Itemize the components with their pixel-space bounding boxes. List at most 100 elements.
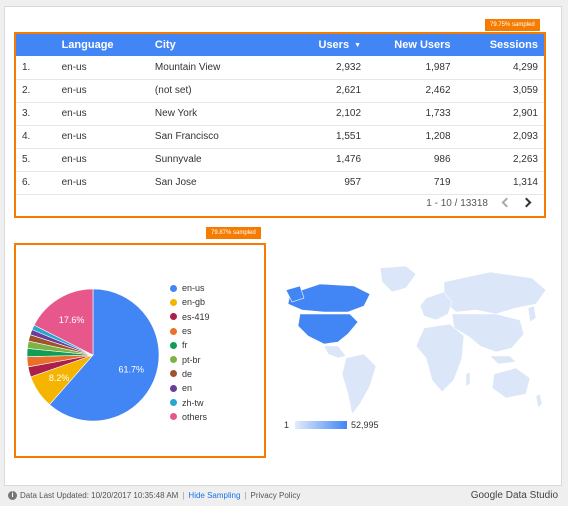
chevron-right-icon: [521, 197, 532, 208]
header-users-label: Users: [318, 39, 350, 51]
legend-label: en-gb: [182, 297, 206, 308]
legend-label: es: [182, 326, 192, 337]
language-pie-card: 61.7% 8.2% 17.6% en-us en-gb es-419 es fr pt-br…: [14, 243, 266, 458]
table-pagination: 1 - 10 / 13318: [426, 194, 536, 212]
header-new-users[interactable]: New Users: [394, 39, 451, 51]
map-australia: [491, 367, 531, 399]
pie-slice-label: 17.6%: [59, 315, 85, 325]
header-city[interactable]: City: [154, 39, 176, 51]
row-city: San Francisco: [148, 125, 276, 149]
legend-item[interactable]: en-us: [170, 281, 210, 295]
map-alaska: [285, 285, 305, 303]
legend-label: others: [182, 411, 208, 422]
row-users: 1,476: [275, 148, 368, 172]
row-index: 1.: [16, 56, 56, 80]
row-sessions: 1,314: [456, 171, 544, 195]
row-language: en-us: [55, 148, 149, 172]
legend-item[interactable]: es-419: [170, 310, 210, 324]
data-table: Language City Users ▼ New Users Sessions …: [16, 34, 544, 195]
row-users: 1,551: [275, 125, 368, 149]
legend-item[interactable]: fr: [170, 338, 210, 352]
table-header-row: Language City Users ▼ New Users Sessions: [16, 34, 544, 56]
table-row: 2. en-us (not set) 2,621 2,462 3,059: [16, 79, 544, 103]
table-row: 6. en-us San Jose 957 719 1,314: [16, 171, 544, 195]
row-new-users: 719: [367, 171, 457, 195]
map-usa: [297, 313, 359, 345]
row-city: Sunnyvale: [148, 148, 276, 172]
pagination-range: 1 - 10 / 13318: [426, 197, 488, 209]
map-south-america: [341, 353, 377, 415]
row-users: 957: [275, 171, 368, 195]
legend-swatch: [170, 327, 177, 335]
legend-label: en-us: [182, 283, 205, 294]
row-city: Mountain View: [148, 56, 276, 80]
row-new-users: 2,462: [367, 79, 457, 103]
privacy-policy-link[interactable]: Privacy Policy: [250, 491, 301, 500]
legend-item[interactable]: de: [170, 367, 210, 381]
map-asia-south: [451, 313, 525, 353]
header-language[interactable]: Language: [61, 39, 114, 51]
pie-slice-label: 8.2%: [49, 373, 70, 383]
map-europe: [419, 291, 453, 321]
map-nz: [535, 393, 543, 409]
row-index: 4.: [16, 125, 56, 149]
info-icon: i: [8, 491, 17, 500]
header-users[interactable]: Users ▼: [276, 34, 367, 56]
legend-swatch: [170, 384, 177, 392]
report-footer: i Data Last Updated: 10/20/2017 10:35:48…: [8, 491, 300, 500]
legend-item[interactable]: zh-tw: [170, 395, 210, 409]
legend-label: zh-tw: [182, 397, 204, 408]
legend-swatch: [170, 356, 177, 364]
hide-sampling-link[interactable]: Hide Sampling: [188, 491, 241, 500]
row-new-users: 1,733: [367, 102, 457, 126]
row-users: 2,102: [275, 102, 368, 126]
row-new-users: 986: [367, 148, 457, 172]
row-language: en-us: [55, 102, 149, 126]
row-city: New York: [148, 102, 276, 126]
legend-item[interactable]: pt-br: [170, 352, 210, 366]
pie-slice-others[interactable]: [33, 288, 94, 356]
top-cities-table: Language City Users ▼ New Users Sessions …: [14, 32, 546, 218]
last-updated: Data Last Updated: 10/20/2017 10:35:48 A…: [20, 491, 179, 500]
legend-label: es-419: [182, 311, 210, 322]
map-greenland: [379, 265, 417, 293]
map-color-scale: 1 52,995: [284, 420, 379, 430]
previous-page-button[interactable]: [498, 196, 512, 210]
footer-separator: |: [244, 491, 247, 500]
legend-item[interactable]: others: [170, 410, 210, 424]
header-sessions[interactable]: Sessions: [489, 39, 538, 51]
legend-swatch: [170, 313, 177, 321]
pie-chart: 61.7% 8.2% 17.6%: [26, 288, 160, 422]
table-row: 5. en-us Sunnyvale 1,476 986 2,263: [16, 148, 544, 172]
pie-slice-en-us[interactable]: [49, 288, 160, 422]
row-index: 3.: [16, 102, 56, 126]
next-page-button[interactable]: [521, 196, 536, 210]
map-central-america: [323, 345, 347, 359]
legend-swatch: [170, 298, 177, 306]
map-madagascar: [465, 371, 471, 387]
map-indonesia: [489, 355, 517, 365]
row-language: en-us: [55, 171, 149, 195]
legend-item[interactable]: es: [170, 324, 210, 338]
legend-label: de: [182, 368, 193, 379]
sort-desc-icon: ▼: [354, 41, 362, 49]
pie-sampled-badge: 79.87% sampled: [206, 227, 261, 239]
legend-label: pt-br: [182, 354, 201, 365]
row-sessions: 4,299: [456, 56, 544, 80]
row-new-users: 1,208: [367, 125, 457, 149]
map-africa: [415, 323, 465, 393]
row-city: (not set): [148, 79, 276, 103]
legend-item[interactable]: en: [170, 381, 210, 395]
data-studio-logo: Google Data Studio: [470, 490, 558, 501]
table-row: 1. en-us Mountain View 2,932 1,987 4,299: [16, 56, 544, 80]
map-russia: [443, 271, 547, 315]
legend-item[interactable]: en-gb: [170, 295, 210, 309]
header-index: [16, 34, 56, 56]
row-city: San Jose: [148, 171, 276, 195]
scale-min: 1: [284, 420, 290, 430]
row-language: en-us: [55, 79, 149, 103]
footer-separator: |: [182, 491, 185, 500]
pie-legend: en-us en-gb es-419 es fr pt-br de en zh-tw others: [170, 281, 210, 424]
row-sessions: 2,263: [456, 148, 544, 172]
row-new-users: 1,987: [367, 56, 457, 80]
